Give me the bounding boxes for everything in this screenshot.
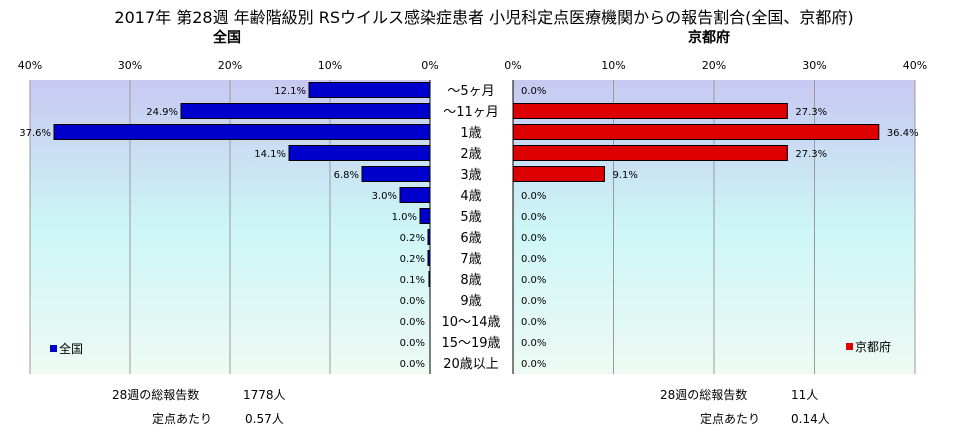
left-x-tick-label: 0% <box>421 59 438 72</box>
right-value-label: 0.0% <box>521 317 546 328</box>
right-x-tick-label: 0% <box>504 59 521 72</box>
left-value-label: 0.0% <box>400 359 425 370</box>
left-bar <box>419 208 431 224</box>
category-label: 3歳 <box>460 168 481 183</box>
legend-swatch-left <box>50 345 57 352</box>
right-value-label: 0.0% <box>521 296 546 307</box>
left-value-label: 0.2% <box>400 233 425 244</box>
right-value-label: 0.0% <box>521 275 546 286</box>
left-x-tick-label: 30% <box>118 59 142 72</box>
left-value-label: 0.1% <box>400 275 425 286</box>
right-bar <box>512 124 880 140</box>
category-label: ～11ヶ月 <box>443 105 499 120</box>
right-total-label: 28週の総報告数 <box>660 388 748 402</box>
category-label: 4歳 <box>460 189 481 204</box>
left-value-label: 0.0% <box>400 296 425 307</box>
category-label: 2歳 <box>460 147 481 162</box>
left-value-label: 0.0% <box>400 317 425 328</box>
category-label: ～5ヶ月 <box>447 84 494 99</box>
category-label: 10～14歳 <box>441 315 500 330</box>
right-panel-title: 京都府 <box>688 30 730 46</box>
right-value-label: 0.0% <box>521 233 546 244</box>
left-value-label: 37.6% <box>19 128 51 139</box>
category-label: 20歳以上 <box>443 357 499 372</box>
right-value-label: 0.0% <box>521 86 546 97</box>
left-x-tick-label: 40% <box>18 59 42 72</box>
category-label: 15～19歳 <box>441 336 500 351</box>
right-value-label: 9.1% <box>612 170 637 181</box>
left-total-value: 1778人 <box>243 388 286 402</box>
left-bar <box>361 166 431 182</box>
right-bar <box>512 103 788 119</box>
left-value-label: 0.0% <box>400 338 425 349</box>
right-x-tick-label: 40% <box>903 59 927 72</box>
legend-label-left: 全国 <box>59 342 84 356</box>
category-label: 5歳 <box>460 210 481 225</box>
left-value-label: 24.9% <box>146 107 178 118</box>
left-value-label: 3.0% <box>372 191 397 202</box>
right-bar <box>512 166 605 182</box>
right-value-label: 0.0% <box>521 338 546 349</box>
left-bar <box>180 103 431 119</box>
legend-label-right: 京都府 <box>855 340 892 354</box>
legend-left: 全国 <box>50 340 83 357</box>
right-value-label: 27.3% <box>795 149 827 160</box>
category-label: 6歳 <box>460 231 481 246</box>
category-label: 8歳 <box>460 273 481 288</box>
left-bar <box>288 145 431 161</box>
right-value-label: 36.4% <box>887 128 919 139</box>
right-value-label: 0.0% <box>521 359 546 370</box>
left-per-value: 0.57人 <box>245 412 284 426</box>
left-x-tick-label: 10% <box>318 59 342 72</box>
left-value-label: 0.2% <box>400 254 425 265</box>
right-x-tick-label: 10% <box>601 59 625 72</box>
left-bar <box>399 187 431 203</box>
right-per-label: 定点あたり <box>700 412 761 426</box>
left-bar <box>53 124 431 140</box>
legend-swatch-right <box>846 343 853 350</box>
right-x-tick-label: 20% <box>702 59 726 72</box>
right-value-label: 0.0% <box>521 212 546 223</box>
right-per-value: 0.14人 <box>791 412 830 426</box>
left-bar <box>308 82 431 98</box>
left-x-tick-label: 20% <box>218 59 242 72</box>
right-value-label: 27.3% <box>795 107 827 118</box>
right-value-label: 0.0% <box>521 191 546 202</box>
left-panel-title: 全国 <box>213 30 241 46</box>
right-x-tick-label: 30% <box>802 59 826 72</box>
right-bar <box>512 145 788 161</box>
left-value-label: 12.1% <box>274 86 306 97</box>
left-value-label: 6.8% <box>334 170 359 181</box>
left-value-label: 1.0% <box>392 212 417 223</box>
category-label: 7歳 <box>460 252 481 267</box>
legend-right: 京都府 <box>846 338 891 355</box>
chart-title: 2017年 第28週 年齢階級別 RSウイルス感染症患者 小児科定点医療機関から… <box>114 8 854 27</box>
category-label: 1歳 <box>460 126 481 141</box>
right-value-label: 0.0% <box>521 254 546 265</box>
left-value-label: 14.1% <box>254 149 286 160</box>
left-total-label: 28週の総報告数 <box>112 388 200 402</box>
right-total-value: 11人 <box>791 388 819 402</box>
category-label: 9歳 <box>460 294 481 309</box>
left-per-label: 定点あたり <box>152 412 213 426</box>
